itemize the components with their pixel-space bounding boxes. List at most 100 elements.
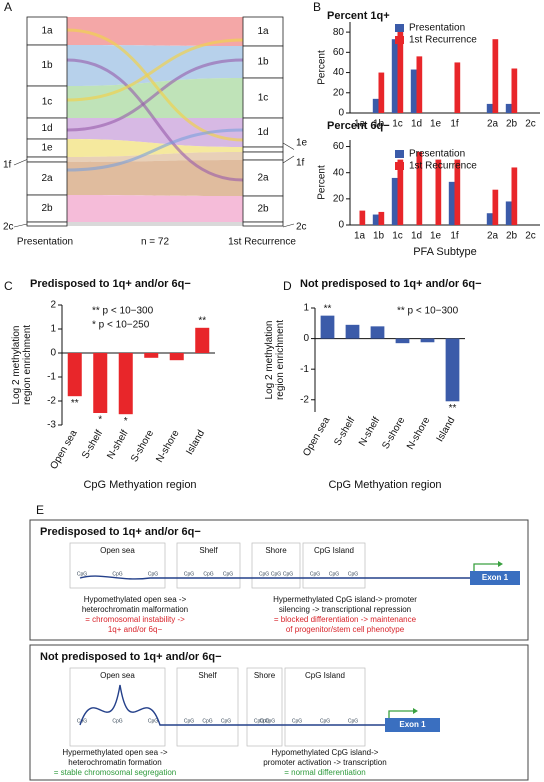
x-tick-label: N-shore bbox=[405, 415, 433, 452]
schematic-title: Not predisposed to 1q+ and/or 6q− bbox=[40, 651, 222, 663]
bar bbox=[454, 62, 461, 113]
significance-label: * bbox=[124, 416, 128, 427]
bar bbox=[144, 353, 159, 358]
subtype-label: 1d bbox=[41, 123, 52, 134]
left-text: heterochromatin formation bbox=[68, 758, 161, 767]
bar bbox=[395, 338, 410, 344]
chart-title: Percent 1q+ bbox=[327, 10, 390, 22]
flow bbox=[67, 139, 243, 157]
bar bbox=[416, 151, 423, 225]
subtype-label: 1b bbox=[41, 60, 53, 71]
note: ** p < 10−300 bbox=[397, 306, 459, 317]
x-tick-label: Island bbox=[184, 428, 207, 457]
region-box bbox=[246, 667, 283, 747]
tss-arrow bbox=[388, 710, 413, 718]
region-label: CpG Island bbox=[314, 546, 354, 555]
bar bbox=[505, 201, 512, 225]
cpg-site: CpG bbox=[77, 571, 87, 577]
y-tick-label: 1 bbox=[303, 303, 309, 314]
x-axis-label: CpG Methyation region bbox=[83, 479, 196, 491]
subtype-box bbox=[242, 151, 284, 161]
subtype-label: 1a bbox=[41, 26, 53, 37]
bar bbox=[118, 353, 133, 415]
bar bbox=[435, 159, 442, 225]
bar bbox=[397, 24, 404, 113]
bar bbox=[378, 72, 385, 113]
flow bbox=[67, 222, 243, 226]
x-tick-label: 2a bbox=[487, 231, 499, 242]
bar bbox=[454, 159, 461, 225]
cpg-site: CpG bbox=[223, 571, 233, 577]
subtype-box bbox=[26, 161, 68, 196]
region-label: Shelf bbox=[198, 671, 217, 680]
y-tick-label: 40 bbox=[333, 67, 345, 78]
x-tick-label: 2c bbox=[525, 119, 536, 130]
bar bbox=[372, 214, 379, 225]
cpg-site: CpG bbox=[265, 718, 275, 724]
cpg-site: CpG bbox=[184, 571, 194, 577]
region-label: Open sea bbox=[100, 546, 135, 555]
subtype-box bbox=[242, 221, 284, 227]
flow bbox=[67, 45, 243, 86]
y-tick-label: 80 bbox=[333, 27, 345, 38]
x-tick-label: 1e bbox=[430, 119, 442, 130]
bar bbox=[445, 338, 460, 402]
x-tick-label: 2a bbox=[487, 119, 499, 130]
x-tick-label: 1f bbox=[450, 231, 459, 242]
legend-swatch bbox=[395, 150, 404, 158]
bar bbox=[492, 39, 499, 113]
bar bbox=[416, 56, 423, 113]
y-tick-label: -1 bbox=[47, 372, 56, 383]
right-outcome: = normal differentiation bbox=[284, 768, 365, 777]
cpg-site: CpG bbox=[112, 718, 122, 724]
bar bbox=[505, 103, 512, 113]
legend-swatch bbox=[395, 24, 404, 32]
region-box bbox=[176, 542, 241, 589]
flow-strand bbox=[66, 38, 244, 102]
region-box bbox=[284, 667, 366, 747]
bar bbox=[359, 210, 366, 225]
subtype-label: 1a bbox=[257, 26, 269, 37]
sankey-right-label: 1st Recurrence bbox=[228, 237, 296, 248]
bar bbox=[486, 213, 493, 225]
subtype-label: 1c bbox=[42, 97, 53, 108]
subtype-box bbox=[242, 77, 284, 119]
subtype-label: 1e bbox=[41, 143, 53, 154]
leader bbox=[282, 223, 295, 228]
subtype-label: 2c bbox=[296, 222, 307, 233]
cpg-site: CpG bbox=[283, 571, 293, 577]
legend-swatch bbox=[395, 162, 404, 170]
region-box bbox=[69, 542, 166, 589]
tss-arrowhead bbox=[413, 708, 418, 714]
subtype-box bbox=[26, 44, 68, 87]
y-tick-label: -3 bbox=[47, 420, 56, 431]
cpg-site: CpG bbox=[202, 718, 212, 724]
x-tick-label: 1a bbox=[354, 119, 366, 130]
flow bbox=[67, 152, 243, 162]
subtype-box bbox=[26, 85, 68, 119]
cpg-site: CpG bbox=[112, 571, 122, 577]
x-tick-label: S-shore bbox=[380, 415, 407, 451]
right-text: silencing -> transcriptional repression bbox=[279, 605, 411, 614]
subtype-label: 2c bbox=[3, 222, 14, 233]
region-box bbox=[302, 542, 366, 589]
y-axis-label: Percent bbox=[317, 50, 328, 85]
panel-label: C bbox=[4, 279, 13, 293]
x-tick-label: N-shelf bbox=[357, 415, 382, 448]
bar bbox=[372, 98, 379, 113]
bar bbox=[93, 353, 108, 413]
left-outcome: = chromosomal instability -> bbox=[85, 615, 185, 624]
region-box bbox=[176, 667, 239, 747]
subtype-box bbox=[26, 221, 68, 227]
x-axis-label: CpG Methyation region bbox=[328, 479, 441, 491]
subtype-label: 2b bbox=[41, 203, 53, 214]
exon bbox=[470, 571, 520, 585]
x-tick-label: 1c bbox=[392, 231, 403, 242]
subtype-label: 2a bbox=[41, 173, 53, 184]
region-box bbox=[251, 542, 301, 589]
sankey-center-label: n = 72 bbox=[141, 237, 170, 248]
left-text: Hypomethylated open sea -> bbox=[84, 595, 187, 604]
x-tick-label: N-shore bbox=[154, 428, 182, 465]
note: ** p < 10−300 bbox=[92, 306, 154, 317]
left-text: heterochromatin malformation bbox=[82, 605, 188, 614]
